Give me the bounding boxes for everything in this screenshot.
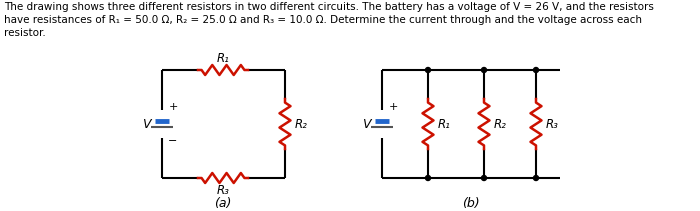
Text: +: +: [168, 102, 178, 112]
Text: (b): (b): [462, 197, 480, 211]
Text: R₃: R₃: [216, 184, 230, 197]
Text: (a): (a): [214, 197, 232, 211]
Text: The drawing shows three different resistors in two different circuits. The batte: The drawing shows three different resist…: [4, 2, 654, 12]
Circle shape: [426, 68, 430, 73]
Text: resistor.: resistor.: [4, 28, 46, 38]
Circle shape: [533, 176, 538, 180]
Circle shape: [426, 176, 430, 180]
Text: R₃: R₃: [545, 118, 559, 130]
Text: R₁: R₁: [216, 53, 230, 65]
Text: R₂: R₂: [295, 118, 307, 130]
Text: R₂: R₂: [494, 118, 506, 130]
Text: R₁: R₁: [438, 118, 450, 130]
Text: −: −: [168, 136, 178, 146]
Text: +: +: [389, 102, 398, 112]
Text: V: V: [362, 118, 370, 130]
Text: V: V: [141, 118, 150, 130]
Circle shape: [533, 68, 538, 73]
Circle shape: [482, 68, 486, 73]
Circle shape: [482, 176, 486, 180]
Text: have resistances of R₁ = 50.0 Ω, R₂ = 25.0 Ω and R₃ = 10.0 Ω. Determine the curr: have resistances of R₁ = 50.0 Ω, R₂ = 25…: [4, 15, 642, 25]
